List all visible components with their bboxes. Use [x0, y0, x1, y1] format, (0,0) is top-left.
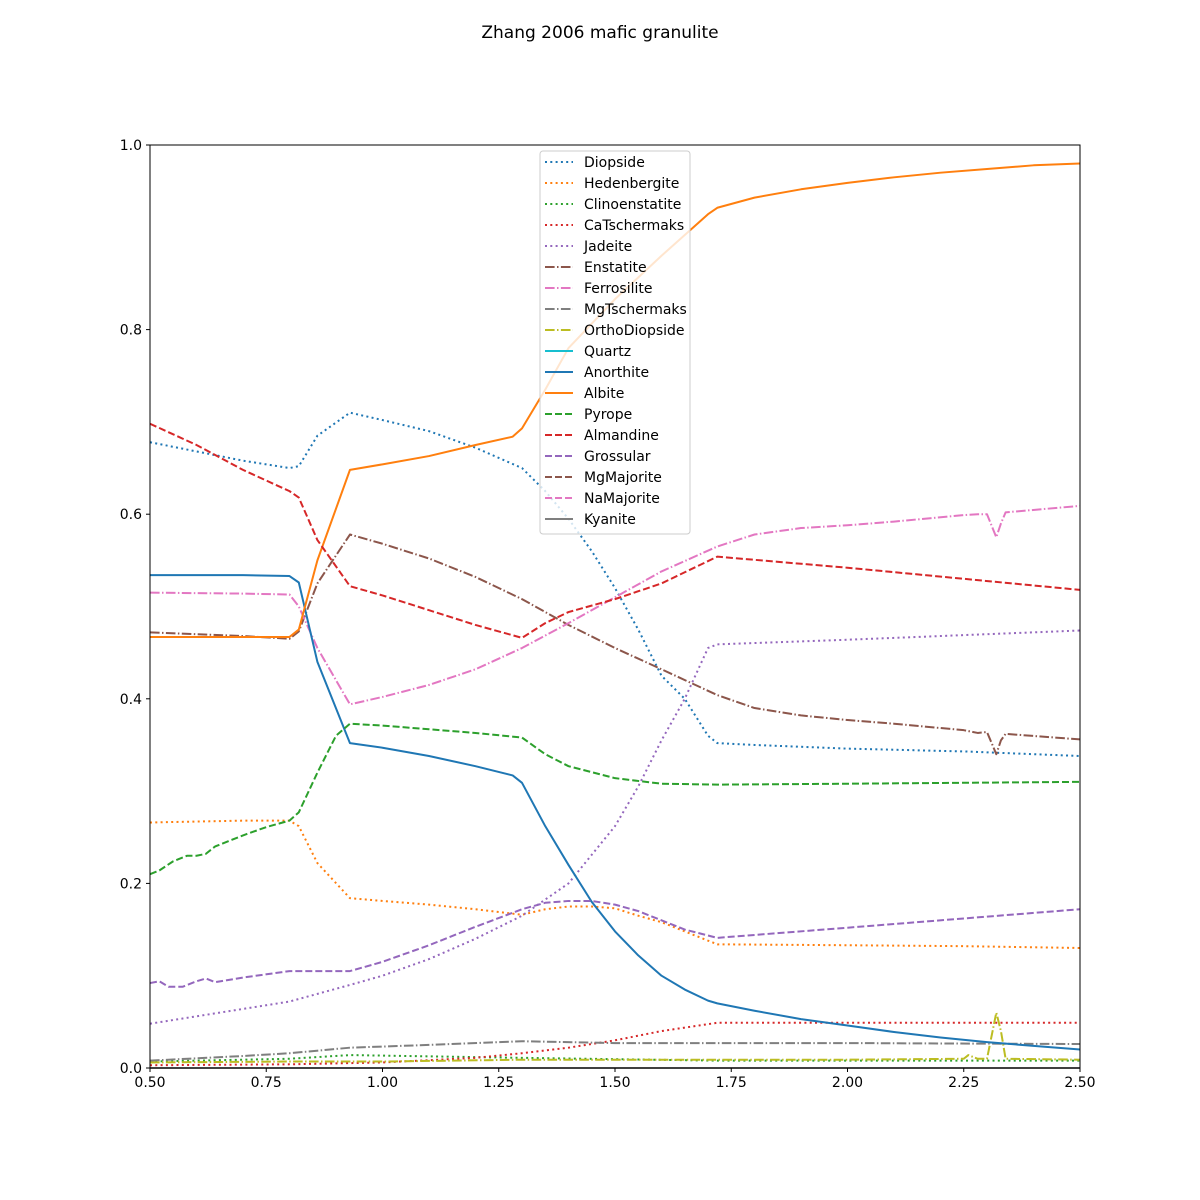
legend-label-almandine: Almandine: [584, 428, 659, 444]
legend-label-mgtschermaks: MgTschermaks: [584, 302, 687, 318]
y-tick-label: 0.0: [120, 1061, 142, 1077]
x-tick-label: 1.25: [483, 1075, 514, 1091]
legend-box: [539, 150, 691, 535]
x-axis: 0.50 0.75 1.00 1.25 1.50 1.75 2.00 2.25 2.50: [134, 1068, 1096, 1091]
x-tick-label: 1.75: [716, 1075, 747, 1091]
y-tick-label: 0.6: [120, 507, 142, 523]
legend-label-catschermaks: CaTschermaks: [584, 218, 684, 234]
legend-label-namajorite: NaMajorite: [584, 491, 660, 507]
series-line-catschermaks: [149, 1021, 1080, 1067]
legend: Diopside Hedenbergite Clinoenstatite CaTsch…: [539, 150, 691, 535]
legend-label-mgmajorite: MgMajorite: [584, 470, 662, 486]
series-line-hedenbergite: [149, 819, 1081, 950]
legend-label-kyanite: Kyanite: [584, 512, 636, 528]
legend-label-quartz: Quartz: [584, 344, 631, 360]
legend-label-enstatite: Enstatite: [584, 260, 647, 276]
legend-label-pyrope: Pyrope: [584, 407, 632, 423]
x-tick-label: 2.00: [832, 1075, 863, 1091]
y-tick-label: 1.0: [120, 138, 142, 154]
series-line-ferrosilite: [149, 504, 1081, 706]
series-line-almandine: [149, 422, 1081, 639]
y-tick-label: 0.2: [120, 876, 142, 892]
chart-title: Zhang 2006 mafic granulite: [481, 23, 718, 43]
x-tick-label: 2.25: [948, 1075, 979, 1091]
y-axis: 0.0 0.2 0.4 0.6 0.8 1.0: [120, 138, 150, 1077]
x-tick-label: 1.50: [599, 1075, 630, 1091]
legend-label-ferrosilite: Ferrosilite: [584, 281, 653, 297]
series-line-diopside: [149, 411, 1081, 758]
legend-label-clinoenstatite: Clinoenstatite: [584, 197, 681, 213]
series-line-jadeite: [149, 629, 1081, 1025]
series-line-anorthite: [150, 574, 1081, 1051]
x-tick-label: 2.50: [1064, 1075, 1095, 1091]
legend-label-anorthite: Anorthite: [584, 365, 649, 381]
legend-label-grossular: Grossular: [584, 449, 651, 465]
series-line-mgtschermaks: [149, 1040, 1081, 1062]
y-tick-label: 0.8: [120, 323, 142, 339]
x-tick-label: 0.50: [134, 1075, 165, 1091]
y-tick-label: 0.4: [120, 692, 142, 708]
series-line-pyrope: [149, 722, 1081, 876]
series-line-grossular: [149, 899, 1081, 988]
legend-label-orthodiopside: OrthoDiopside: [584, 323, 685, 339]
series-line-orthodiopside: [149, 1011, 1081, 1064]
series-line-enstatite: [149, 533, 1081, 756]
legend-label-hedenbergite: Hedenbergite: [584, 176, 679, 192]
legend-label-diopside: Diopside: [584, 155, 645, 171]
legend-label-jadeite: Jadeite: [583, 239, 632, 255]
x-tick-label: 0.75: [251, 1075, 282, 1091]
x-tick-label: 1.00: [367, 1075, 398, 1091]
legend-label-albite: Albite: [584, 386, 624, 402]
